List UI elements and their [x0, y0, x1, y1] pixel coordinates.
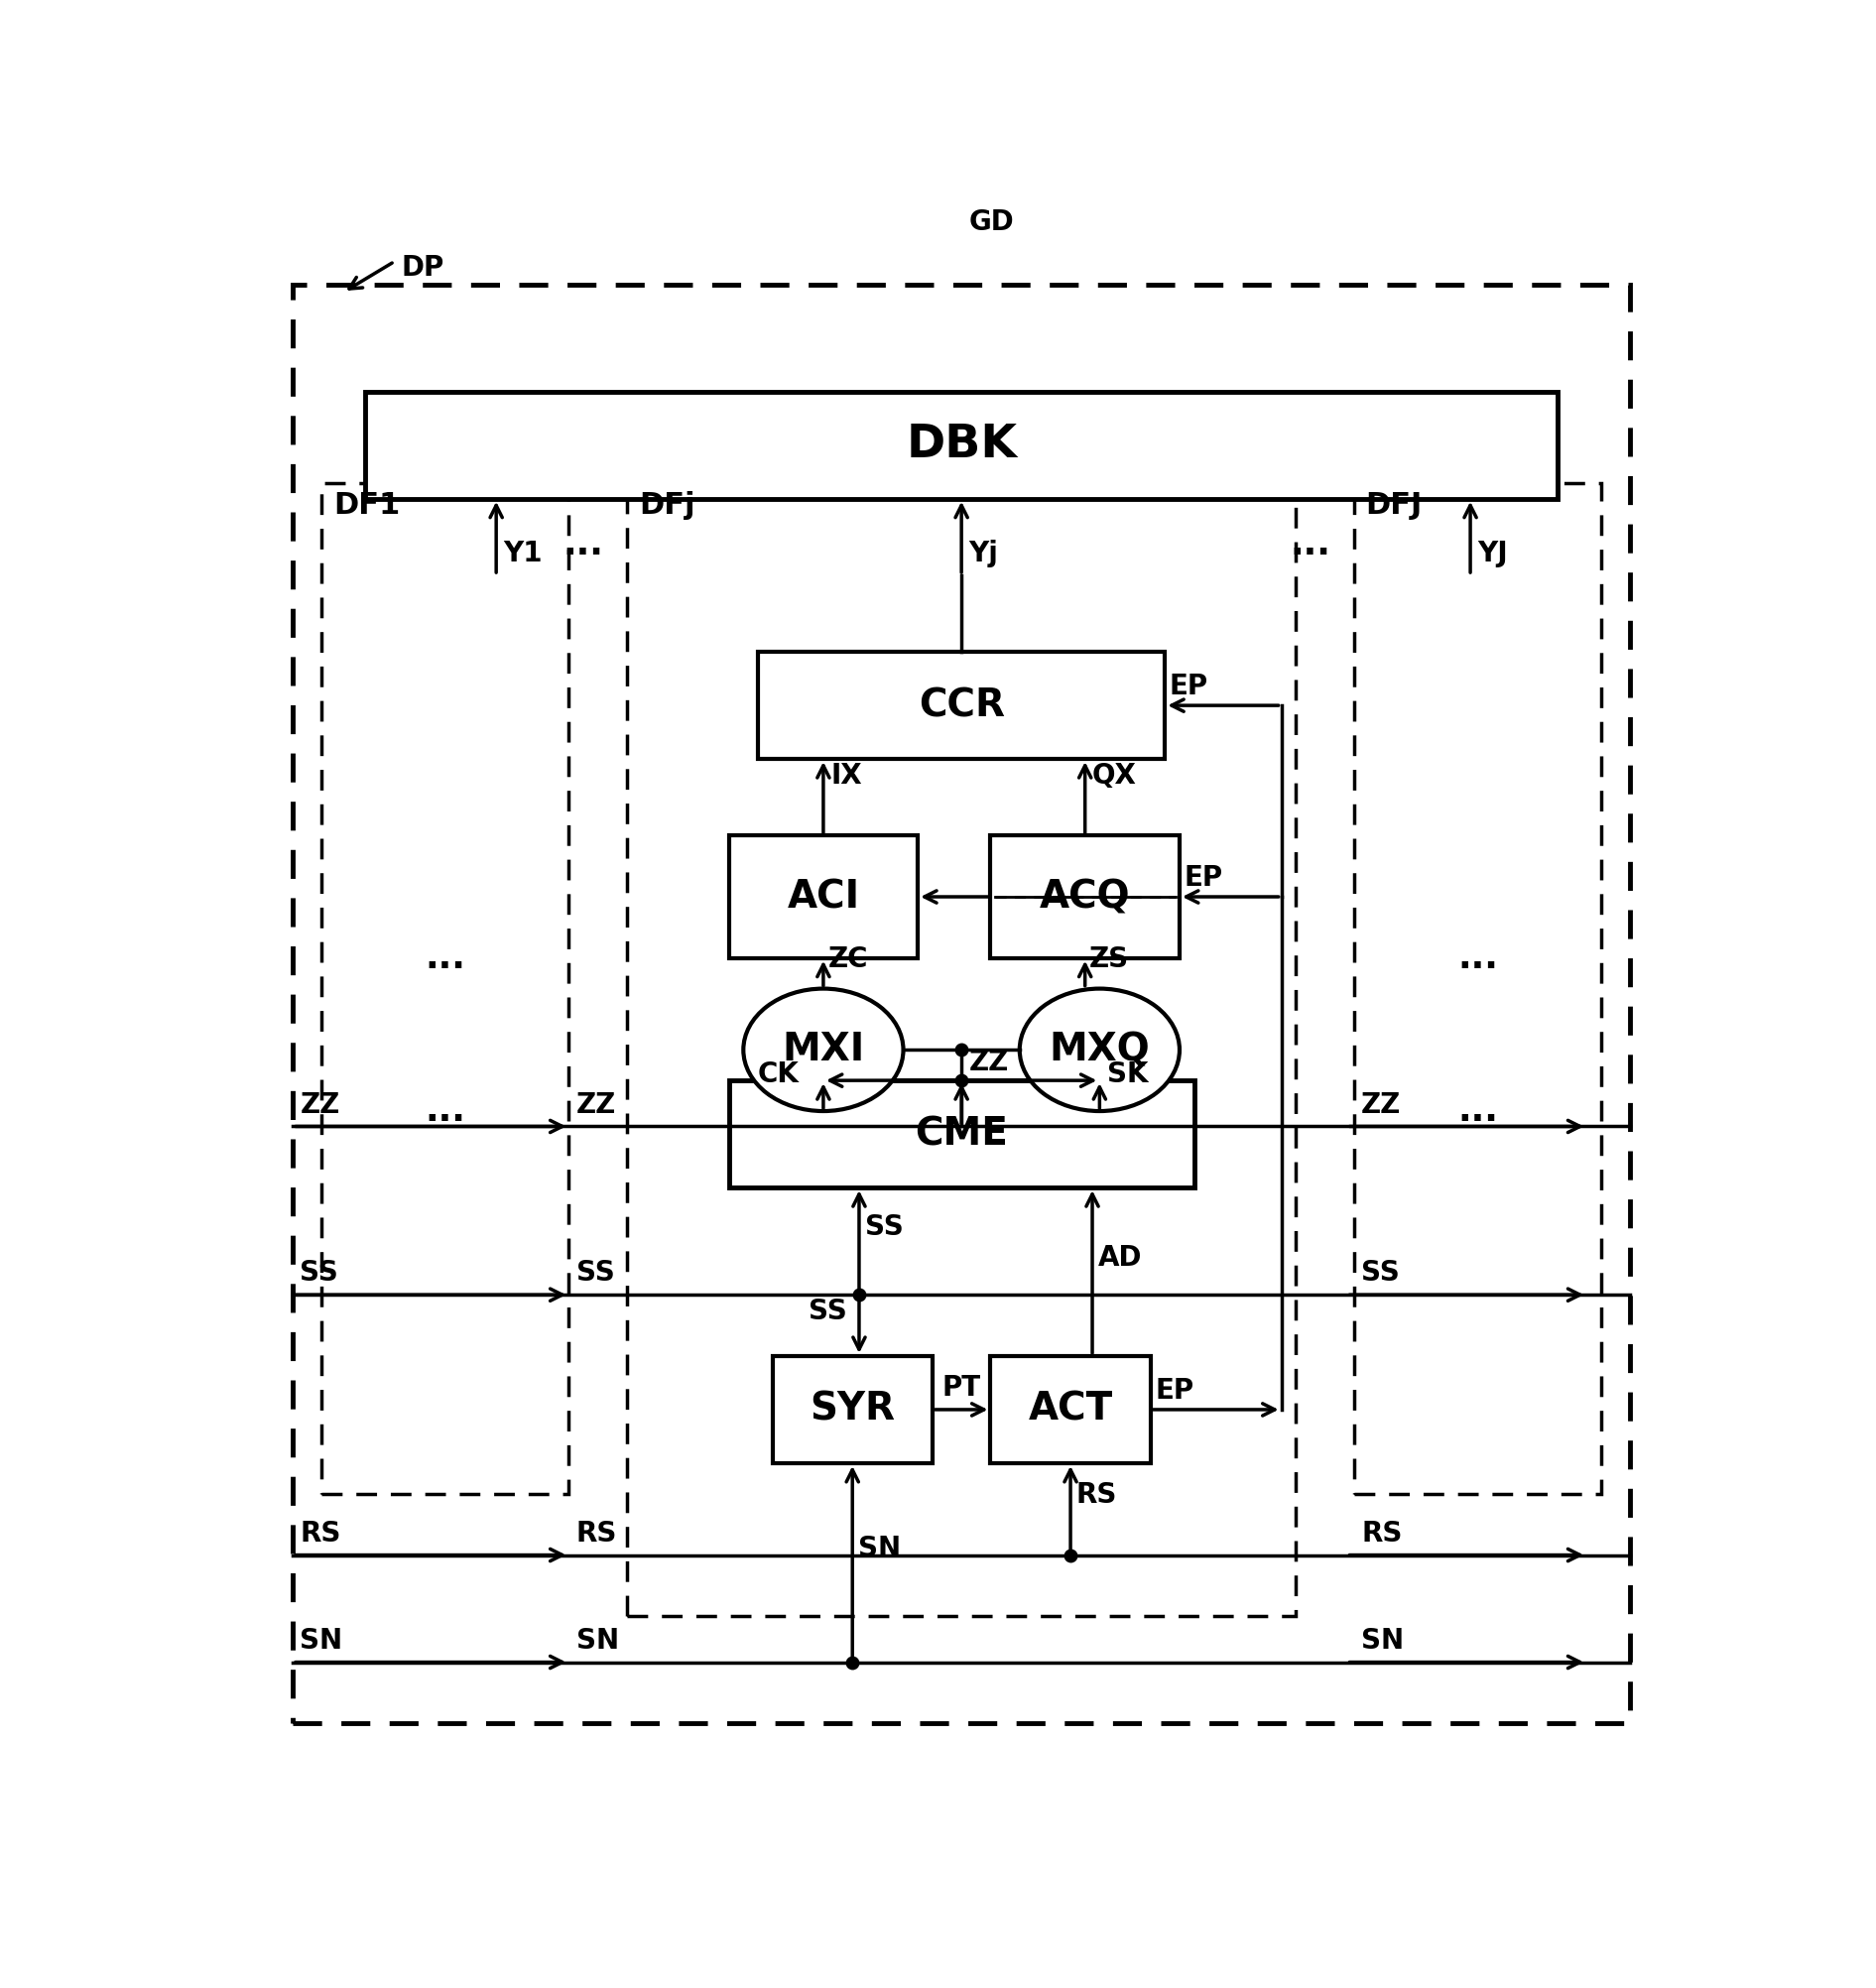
Text: SYR: SYR — [810, 1392, 895, 1429]
Ellipse shape — [1021, 988, 1180, 1111]
Bar — [728, 1081, 1193, 1187]
Bar — [366, 392, 1557, 499]
Bar — [728, 835, 917, 958]
Text: Yj: Yj — [968, 541, 998, 569]
Text: SN: SN — [1362, 1626, 1403, 1654]
Text: PT: PT — [942, 1374, 981, 1402]
Text: MXI: MXI — [782, 1032, 865, 1070]
Text: ACT: ACT — [1028, 1392, 1112, 1429]
Text: SS: SS — [1362, 1258, 1399, 1286]
Text: Y1: Y1 — [503, 541, 542, 569]
Text: SN: SN — [857, 1535, 900, 1563]
Text: QX: QX — [1092, 761, 1137, 789]
Text: ACI: ACI — [788, 879, 859, 916]
Text: RS: RS — [1362, 1519, 1403, 1547]
Text: IX: IX — [831, 761, 861, 789]
Text: ...: ... — [1458, 1093, 1497, 1127]
Text: ...: ... — [1291, 529, 1330, 561]
Text: GD: GD — [968, 209, 1015, 237]
Text: CK: CK — [758, 1060, 799, 1087]
Text: YJ: YJ — [1478, 541, 1508, 569]
Text: ...: ... — [426, 940, 465, 974]
Text: SS: SS — [865, 1213, 904, 1241]
Text: SS: SS — [300, 1258, 338, 1286]
Text: RS: RS — [1077, 1481, 1118, 1509]
Text: ZC: ZC — [827, 946, 869, 974]
Text: AD: AD — [1097, 1244, 1142, 1272]
Text: ZZ: ZZ — [300, 1091, 340, 1119]
Text: DFJ: DFJ — [1366, 491, 1422, 521]
Bar — [323, 483, 568, 1493]
Bar — [1354, 483, 1600, 1493]
Text: RS: RS — [300, 1519, 341, 1547]
Text: RS: RS — [576, 1519, 617, 1547]
Text: DBK: DBK — [906, 423, 1017, 467]
Text: ACQ: ACQ — [1039, 879, 1131, 916]
Text: ZZ: ZZ — [968, 1048, 1009, 1076]
Text: ...: ... — [426, 1093, 465, 1127]
Text: EP: EP — [1169, 674, 1208, 702]
Text: ZZ: ZZ — [576, 1091, 615, 1119]
Bar — [773, 1356, 932, 1463]
Text: DF1: DF1 — [334, 491, 400, 521]
Text: ...: ... — [1458, 940, 1497, 974]
Bar — [758, 652, 1165, 759]
Text: CCR: CCR — [917, 686, 1006, 724]
Text: SS: SS — [809, 1298, 846, 1326]
Text: SN: SN — [300, 1626, 343, 1654]
Text: SS: SS — [576, 1258, 615, 1286]
Text: ZZ: ZZ — [1362, 1091, 1401, 1119]
Text: EP: EP — [1156, 1378, 1193, 1406]
Bar — [627, 483, 1296, 1616]
Text: DFj: DFj — [638, 491, 694, 521]
Text: MXQ: MXQ — [1049, 1032, 1150, 1070]
Text: ZS: ZS — [1090, 946, 1129, 974]
Bar — [991, 1356, 1150, 1463]
Text: SK: SK — [1107, 1060, 1148, 1087]
Text: EP: EP — [1184, 865, 1223, 893]
Text: CME: CME — [915, 1115, 1007, 1153]
Bar — [991, 835, 1180, 958]
Text: SN: SN — [576, 1626, 619, 1654]
Text: DP: DP — [401, 254, 445, 282]
Ellipse shape — [743, 988, 904, 1111]
Text: ...: ... — [563, 529, 604, 561]
